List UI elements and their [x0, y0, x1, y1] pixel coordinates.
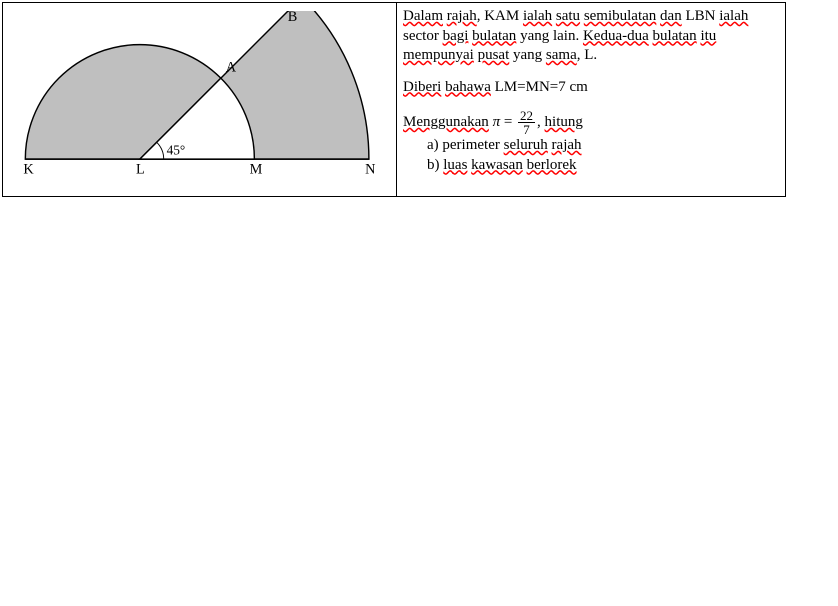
label-n: N [365, 161, 375, 177]
item-b: b) luas kawasan berlorek [427, 156, 779, 176]
p1-w1: Dalam [403, 8, 443, 24]
label-a: A [226, 59, 237, 75]
p1-w10: Kedua-dua [583, 28, 649, 44]
b-w3: berlorek [527, 157, 577, 173]
p3-w1: Menggunakan [403, 114, 489, 130]
a-w2: rajah [552, 137, 582, 153]
p1-w11: bulatan [653, 28, 697, 44]
p1-w13: mempunyai [403, 47, 474, 63]
p1-w15: sama [546, 47, 577, 63]
p1-w8: bagi [443, 28, 469, 44]
label-angle: 45° [167, 142, 186, 157]
paragraph-1: Dalam rajah, KAM ialah satu semibulatan … [403, 7, 779, 66]
b-w2: kawasan [471, 157, 523, 173]
p1-w5: semibulatan [584, 8, 656, 24]
fraction: 227 [518, 109, 535, 136]
label-k: K [23, 161, 34, 177]
p1-w3: ialah [523, 8, 552, 24]
p1-w4: satu [556, 8, 580, 24]
diagram-panel: K L M N A B 45° [3, 3, 397, 196]
b-w1: luas [443, 157, 467, 173]
p1-w7: ialah [719, 8, 748, 24]
geometry-diagram: K L M N A B 45° [11, 11, 388, 188]
text-panel: Dalam rajah, KAM ialah satu semibulatan … [397, 3, 785, 196]
label-b: B [288, 11, 298, 25]
p2-w2: bahawa [445, 79, 491, 95]
p1-w12: itu [700, 28, 716, 44]
pi-symbol: π [493, 114, 501, 130]
p1-w2: rajah [447, 8, 477, 24]
label-l: L [136, 161, 145, 177]
paragraph-3: Menggunakan π = 227, hitung [403, 109, 779, 136]
p1-w14: pusat [478, 47, 510, 63]
problem-container: K L M N A B 45° Dalam rajah, KAM ialah s… [2, 2, 786, 197]
p1-w6: dan [660, 8, 682, 24]
label-m: M [250, 161, 263, 177]
a-w1: seluruh [504, 137, 548, 153]
item-a: a) perimeter seluruh rajah [427, 136, 779, 156]
paragraph-2: Diberi bahawa LM=MN=7 cm [403, 78, 779, 98]
p2-w1: Diberi [403, 79, 441, 95]
p1-w9: bulatan [472, 28, 516, 44]
p3-w2: hitung [545, 114, 583, 130]
